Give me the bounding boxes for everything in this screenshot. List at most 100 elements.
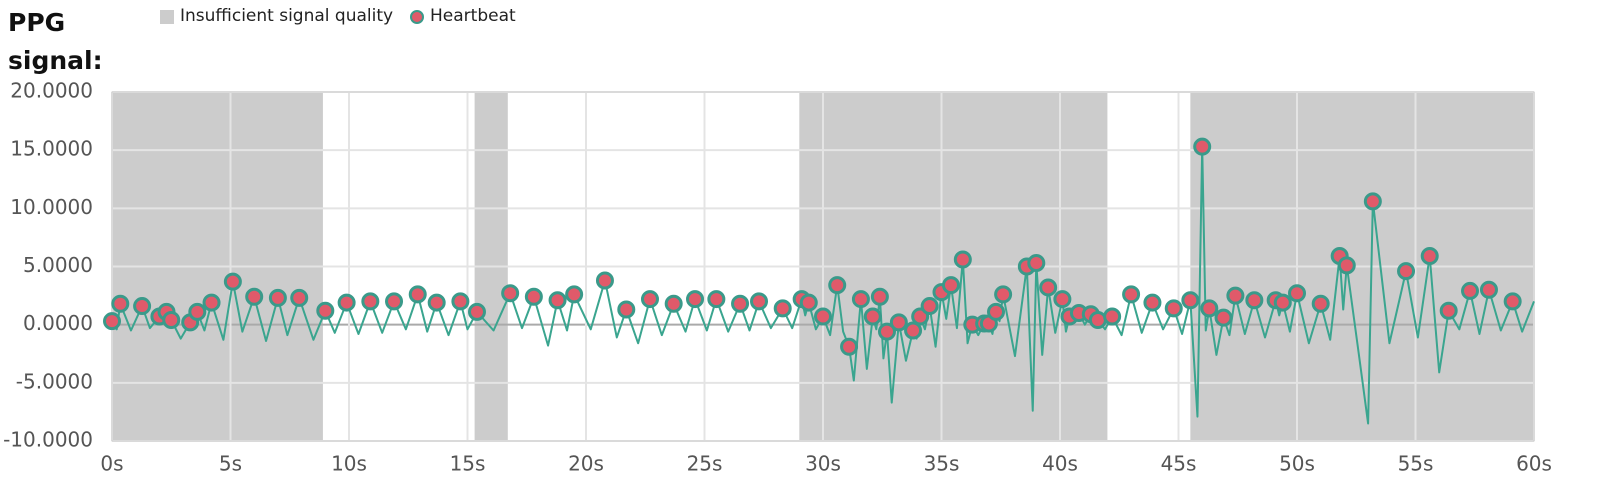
heartbeat	[1273, 293, 1292, 312]
heartbeat	[202, 293, 221, 312]
legend-regions: Insufficient signal quality	[160, 6, 393, 26]
y-tick-label: 15.0000	[10, 137, 93, 161]
legend-heartbeat: Heartbeat	[410, 6, 516, 26]
heartbeat	[548, 291, 567, 310]
heartbeat	[889, 313, 908, 332]
heartbeat	[1420, 247, 1439, 266]
heartbeat	[1181, 291, 1200, 310]
heartbeat	[920, 297, 939, 316]
x-tick-label: 15s	[450, 452, 486, 476]
heartbeat	[133, 297, 152, 316]
x-tick-label: 20s	[568, 452, 604, 476]
heartbeat	[731, 294, 750, 313]
x-tick-label: 35s	[924, 452, 960, 476]
heartbeat	[640, 290, 659, 309]
heartbeat	[1088, 311, 1107, 330]
heartbeat	[799, 293, 818, 312]
heartbeat	[595, 271, 614, 290]
heartbeat	[1053, 290, 1072, 309]
heartbeat	[451, 292, 470, 311]
heartbeat	[427, 293, 446, 312]
heartbeat	[1439, 301, 1458, 320]
heartbeat	[501, 284, 520, 303]
heartbeat	[245, 287, 264, 306]
plot-frame	[111, 91, 1535, 442]
heartbeat	[863, 307, 882, 326]
heartbeat	[1143, 293, 1162, 312]
heartbeat	[1164, 299, 1183, 318]
x-tick-label: 30s	[805, 452, 841, 476]
heartbeat	[1479, 280, 1498, 299]
heartbeat	[994, 285, 1013, 304]
heartbeat	[268, 288, 287, 307]
heartbeat	[1288, 284, 1306, 303]
heartbeat	[316, 301, 335, 320]
legend-label: Heartbeat	[430, 6, 516, 26]
heartbeat	[904, 321, 923, 340]
heartbeat	[1039, 278, 1058, 297]
heartbeat	[1214, 308, 1233, 327]
heartbeat	[565, 285, 584, 304]
heartbeat	[1363, 192, 1382, 211]
heartbeat	[1461, 281, 1480, 300]
heartbeat	[1397, 262, 1416, 281]
heartbeat	[686, 290, 705, 309]
heartbeat	[103, 312, 121, 331]
x-tick-label: 10s	[331, 452, 367, 476]
heartbeat	[1027, 254, 1046, 273]
heartbeat	[188, 302, 207, 321]
heartbeat	[361, 292, 380, 311]
heartbeat	[223, 272, 242, 291]
x-tick-label: 45s	[1161, 452, 1197, 476]
legend-swatch	[160, 10, 174, 24]
heartbeat	[1337, 256, 1356, 275]
heartbeat	[877, 322, 896, 341]
heartbeat	[1311, 294, 1330, 313]
x-tick-label: 55s	[1398, 452, 1434, 476]
x-tick-label: 0s	[100, 452, 123, 476]
heartbeat	[617, 300, 636, 319]
heartbeat	[1503, 292, 1522, 311]
heartbeat	[870, 287, 889, 306]
heartbeat	[750, 292, 769, 311]
heartbeat	[664, 294, 683, 313]
heartbeat	[1122, 285, 1141, 304]
heartbeat	[290, 288, 309, 307]
heartbeat	[337, 293, 356, 312]
y-tick-label: 20.0000	[10, 79, 93, 103]
y-tick-label: 0.0000	[23, 311, 93, 335]
heartbeat	[1193, 137, 1212, 156]
heartbeat	[953, 250, 972, 269]
heartbeat	[1103, 307, 1122, 326]
y-tick-label: 10.0000	[10, 195, 93, 219]
x-tick-label: 50s	[1279, 452, 1315, 476]
y-tick-label: 5.0000	[23, 253, 93, 277]
heartbeat	[828, 276, 847, 295]
x-tick-label: 25s	[687, 452, 723, 476]
heartbeat	[162, 311, 181, 330]
heartbeat	[1200, 299, 1219, 318]
x-tick-label: 40s	[1042, 452, 1078, 476]
heartbeat	[385, 292, 404, 311]
y-tick-label: -10.0000	[3, 428, 93, 452]
heartbeat	[524, 287, 543, 306]
heartbeat	[840, 337, 859, 356]
heartbeat	[851, 290, 870, 309]
chart-title: PPG signal:	[8, 8, 103, 75]
legend-swatch	[410, 10, 424, 24]
heartbeat	[111, 294, 130, 313]
heartbeat	[408, 285, 427, 304]
y-tick-label: -5.0000	[16, 369, 93, 393]
heartbeat	[814, 307, 832, 326]
heartbeat	[467, 302, 486, 321]
legend-label: Insufficient signal quality	[180, 6, 394, 26]
heartbeat	[1245, 291, 1264, 310]
x-tick-label: 5s	[219, 452, 242, 476]
heartbeat	[941, 276, 960, 295]
heartbeat	[987, 302, 1006, 321]
heartbeat	[1226, 286, 1245, 305]
heartbeat	[773, 299, 792, 318]
heartbeat	[707, 290, 726, 309]
